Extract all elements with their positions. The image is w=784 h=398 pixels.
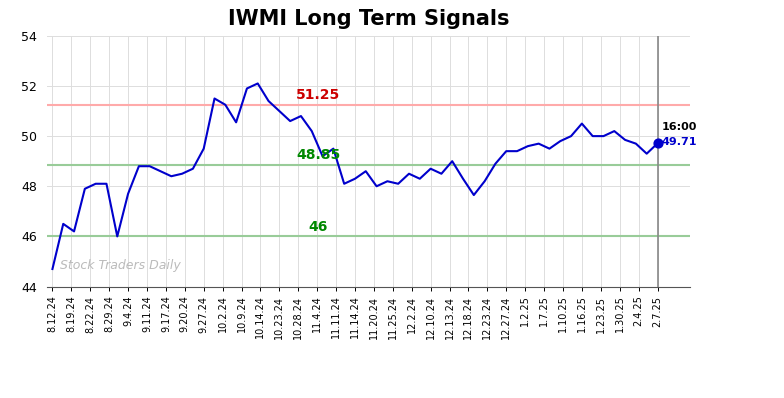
Title: IWMI Long Term Signals: IWMI Long Term Signals <box>227 9 510 29</box>
Text: 48.85: 48.85 <box>296 148 340 162</box>
Text: 16:00: 16:00 <box>662 122 697 132</box>
Text: Stock Traders Daily: Stock Traders Daily <box>60 259 180 271</box>
Text: 49.71: 49.71 <box>662 137 697 146</box>
Text: 51.25: 51.25 <box>296 88 340 102</box>
Point <box>652 140 664 146</box>
Text: 46: 46 <box>308 220 328 234</box>
